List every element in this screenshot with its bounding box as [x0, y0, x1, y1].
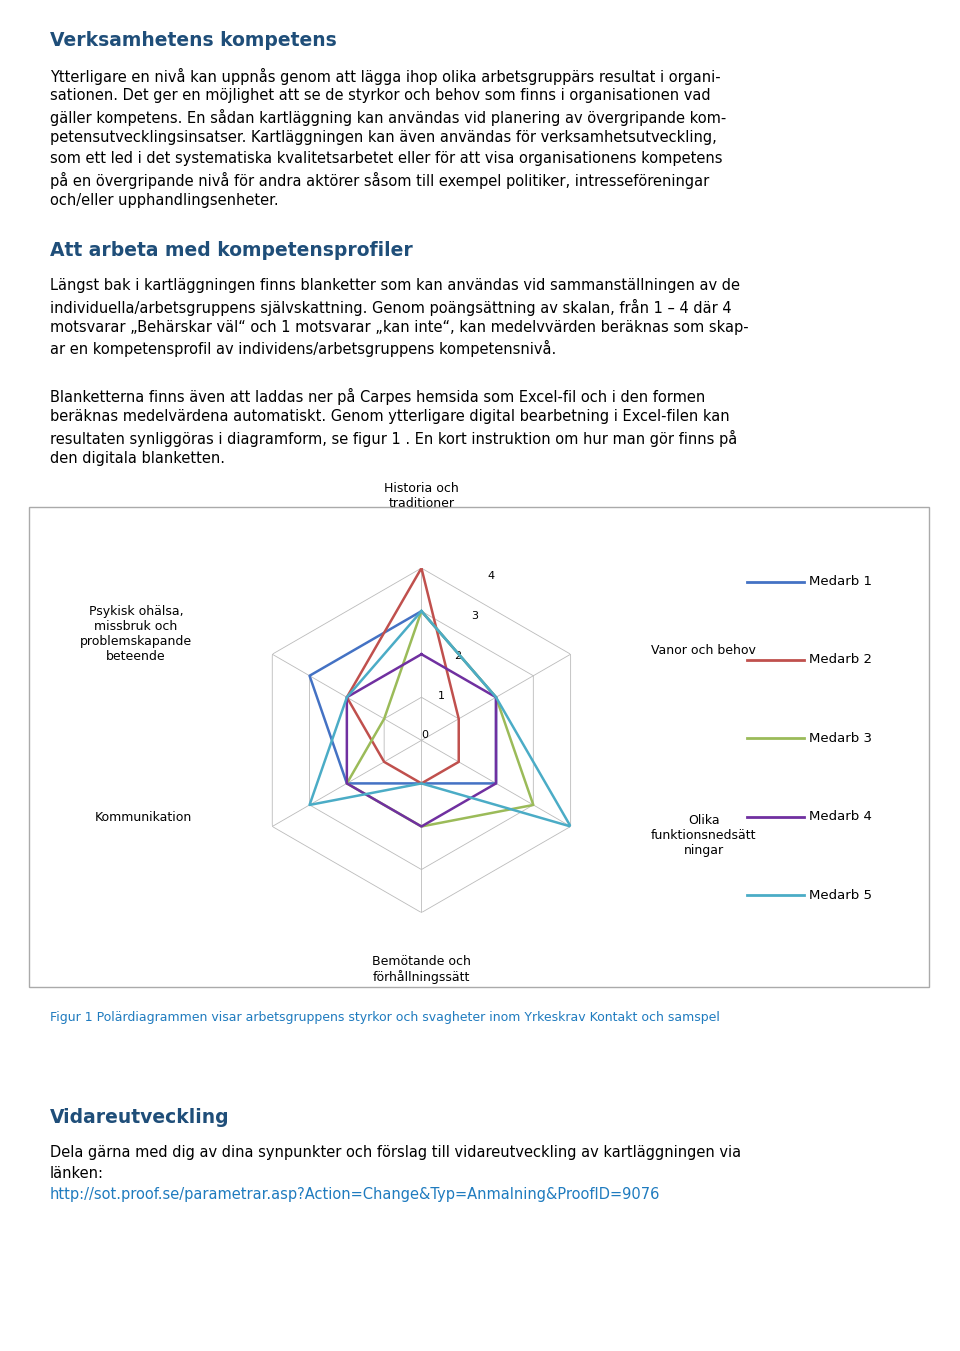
Text: Medarb 3: Medarb 3: [809, 732, 873, 744]
Text: Olika
funktionsnedsätt
ningar: Olika funktionsnedsätt ningar: [651, 813, 756, 857]
Text: Medarb 5: Medarb 5: [809, 889, 873, 901]
Text: Ytterligare en nivå kan uppnås genom att lägga ihop olika arbetsgruppärs resulta: Ytterligare en nivå kan uppnås genom att…: [50, 68, 721, 85]
Text: motsvarar „Behärskar väl“ och 1 motsvarar „kan inte“, kan medelvvärden beräknas : motsvarar „Behärskar väl“ och 1 motsvara…: [50, 319, 749, 335]
Text: Verksamhetens kompetens: Verksamhetens kompetens: [50, 31, 337, 50]
Text: som ett led i det systematiska kvalitetsarbetet eller för att visa organisatione: som ett led i det systematiska kvalitets…: [50, 151, 723, 166]
Text: resultaten synliggöras i diagramform, se figur 1 . En kort instruktion om hur ma: resultaten synliggöras i diagramform, se…: [50, 430, 737, 447]
Text: individuella/arbetsgruppens självskattning. Genom poängsättning av skalan, från : individuella/arbetsgruppens självskattni…: [50, 299, 732, 316]
Text: den digitala blanketten.: den digitala blanketten.: [50, 451, 225, 466]
Text: Att arbeta med kompetensprofiler: Att arbeta med kompetensprofiler: [50, 240, 413, 261]
Text: beräknas medelvärdena automatiskt. Genom ytterligare digital bearbetning i Excel: beräknas medelvärdena automatiskt. Genom…: [50, 409, 730, 424]
Text: http://sot.proof.se/parametrar.asp?Action=Change&Typ=Anmalning&ProofID=9076: http://sot.proof.se/parametrar.asp?Actio…: [50, 1186, 660, 1202]
Text: länken:: länken:: [50, 1166, 104, 1181]
Text: gäller kompetens. En sådan kartläggning kan användas vid planering av övergripan: gäller kompetens. En sådan kartläggning …: [50, 109, 726, 127]
Text: Medarb 4: Medarb 4: [809, 811, 872, 823]
Text: sationen. Det ger en möjlighet att se de styrkor och behov som finns i organisat: sationen. Det ger en möjlighet att se de…: [50, 89, 710, 104]
Text: Längst bak i kartläggningen finns blanketter som kan användas vid sammanställnin: Längst bak i kartläggningen finns blanke…: [50, 277, 740, 293]
Text: och/eller upphandlingsenheter.: och/eller upphandlingsenheter.: [50, 193, 278, 208]
Text: Psykisk ohälsa,
missbruk och
problemskapande
beteende: Psykisk ohälsa, missbruk och problemskap…: [80, 604, 192, 662]
Text: på en övergripande nivå för andra aktörer såsom till exempel politiker, intresse: på en övergripande nivå för andra aktöre…: [50, 172, 709, 189]
Text: Vanor och behov: Vanor och behov: [651, 644, 756, 658]
Text: Figur 1 Polärdiagrammen visar arbetsgruppens styrkor och svagheter inom Yrkeskra: Figur 1 Polärdiagrammen visar arbetsgrup…: [50, 1011, 720, 1024]
Text: Blanketterna finns även att laddas ner på Carpes hemsida som Excel-fil och i den: Blanketterna finns även att laddas ner p…: [50, 388, 706, 405]
Text: Kommunikation: Kommunikation: [95, 812, 192, 824]
Text: Vidareutveckling: Vidareutveckling: [50, 1108, 229, 1128]
Text: Historia och
traditioner: Historia och traditioner: [384, 482, 459, 509]
Text: Bemötande och
förhållningssätt: Bemötande och förhållningssätt: [372, 955, 470, 984]
Text: petensutvecklingsinsatser. Kartläggningen kan även användas för verksamhetsutvec: petensutvecklingsinsatser. Kartläggninge…: [50, 131, 717, 146]
Text: Medarb 2: Medarb 2: [809, 654, 873, 666]
Text: Medarb 1: Medarb 1: [809, 576, 873, 588]
Text: Dela gärna med dig av dina synpunkter och förslag till vidareutveckling av kartl: Dela gärna med dig av dina synpunkter oc…: [50, 1144, 741, 1161]
Text: ar en kompetensprofil av individens/arbetsgruppens kompetensnivå.: ar en kompetensprofil av individens/arbe…: [50, 340, 556, 358]
